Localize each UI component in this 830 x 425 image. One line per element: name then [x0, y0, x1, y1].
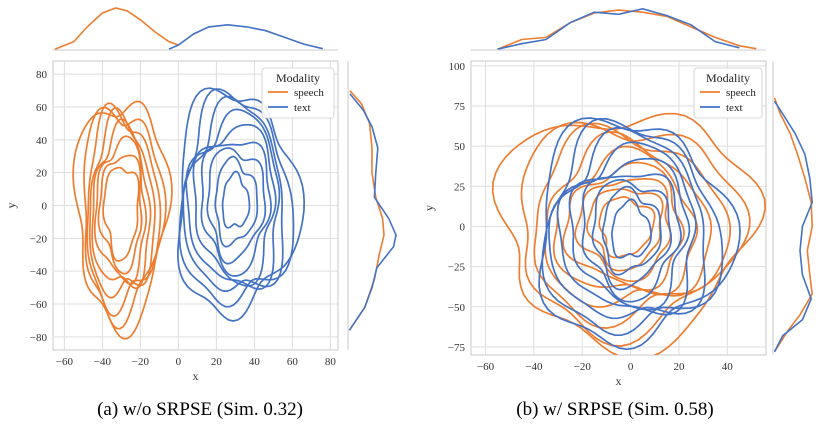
- contour-speech: [97, 154, 143, 275]
- contour-text: [192, 123, 277, 287]
- y-tick-label: −50: [448, 302, 466, 314]
- contour-text: [182, 95, 284, 292]
- legend-label-text: text: [726, 102, 743, 114]
- marginal-x-text: [497, 7, 740, 50]
- y-tick-label: −80: [30, 332, 48, 344]
- contour-speech: [83, 106, 167, 330]
- contour-text: [548, 127, 706, 320]
- contour-speech: [72, 100, 173, 340]
- panel-caption: (b) w/ SRPSE (Sim. 0.58): [516, 399, 713, 420]
- x-tick-label: −40: [94, 356, 112, 368]
- x-tick-label: 80: [325, 356, 337, 368]
- y-tick-label: −60: [30, 299, 48, 311]
- contour-text: [591, 178, 673, 291]
- contour-text: [221, 170, 251, 229]
- x-tick-label: −60: [477, 361, 495, 373]
- contour-speech: [520, 121, 751, 347]
- contour-speech: [491, 112, 766, 355]
- marginal-y-text: [773, 100, 814, 353]
- marginal-y-speech: [348, 90, 385, 331]
- contour-speech: [574, 177, 672, 283]
- marginal-y: [772, 61, 814, 355]
- contour-text: [206, 147, 267, 265]
- y-tick-label: −20: [30, 233, 48, 245]
- x-tick-label: 0: [176, 356, 182, 368]
- contour-text: [200, 141, 272, 277]
- y-tick-label: −40: [30, 266, 48, 278]
- contour-text: [556, 141, 697, 316]
- contour-speech: [93, 135, 148, 286]
- contour-text: [601, 185, 662, 276]
- y-tick-label: 100: [449, 61, 466, 73]
- y-tick-label: 25: [454, 181, 466, 193]
- marginal-x: [53, 7, 338, 51]
- y-tick-label: −25: [448, 262, 466, 274]
- x-tick-label: −60: [56, 356, 74, 368]
- legend-label-speech: speech: [726, 87, 756, 99]
- y-axis-label: y: [4, 203, 18, 209]
- panel-a: −60 −40 −20 0 20 40 60 80 −80 −60 −40 −20 0 20 40 60 80 x…: [4, 7, 397, 420]
- contour-text: [541, 117, 724, 337]
- x-tick-label: −20: [574, 361, 592, 373]
- y-tick-label: −75: [448, 342, 466, 354]
- legend: Modality speech text: [261, 67, 335, 119]
- contour-speech: [562, 161, 685, 291]
- x-axis-label: x: [193, 369, 199, 383]
- legend: Modality speech text: [693, 67, 763, 119]
- marginal-y: [347, 61, 397, 350]
- series-speech-contours: [491, 112, 766, 355]
- x-tick-label: 20: [211, 356, 223, 368]
- x-tick-label: 20: [673, 361, 685, 373]
- contour-layer: [491, 112, 766, 355]
- x-tick-label: −20: [132, 356, 150, 368]
- contour-text: [611, 198, 652, 259]
- legend-title: Modality: [706, 71, 750, 85]
- legend-label-text: text: [294, 102, 311, 114]
- contour-speech: [586, 188, 664, 272]
- marginal-y-text: [348, 93, 397, 331]
- x-tick-label: 40: [722, 361, 734, 373]
- x-tick-label: 60: [287, 356, 299, 368]
- y-tick-label: 60: [36, 102, 48, 114]
- legend-box: [261, 67, 335, 119]
- contour-text: [568, 157, 691, 311]
- marginal-x-speech: [54, 7, 179, 50]
- marginal-x: [471, 7, 766, 51]
- contour-speech: [552, 145, 699, 296]
- legend-title: Modality: [276, 71, 320, 85]
- legend-label-speech: speech: [294, 87, 324, 99]
- marginal-y-speech: [773, 97, 814, 353]
- marginal-x-speech: [497, 9, 757, 50]
- contour-text: [214, 155, 259, 248]
- contour-text: [185, 108, 281, 290]
- y-tick-label: 75: [454, 101, 466, 113]
- y-axis-label: y: [422, 205, 436, 211]
- contour-speech: [86, 102, 162, 318]
- series-text-contours: [538, 117, 741, 351]
- y-tick-label: 0: [42, 201, 48, 213]
- marginal-x-text: [168, 23, 323, 50]
- y-tick-label: 40: [36, 135, 48, 147]
- x-tick-label: 0: [628, 361, 634, 373]
- y-tick-label: 80: [36, 69, 48, 81]
- panel-b: −60 −40 −20 0 20 40 −75 −50 −25 0 25 50 75 100 x y Modal…: [422, 7, 814, 420]
- x-axis-label: x: [616, 374, 622, 388]
- legend-box: [693, 67, 763, 119]
- y-tick-label: 50: [454, 141, 466, 153]
- series-speech-contours: [72, 100, 173, 340]
- panel-caption: (a) w/o SRPSE (Sim. 0.32): [97, 399, 303, 420]
- x-tick-label: −40: [525, 361, 543, 373]
- x-tick-label: 40: [249, 356, 261, 368]
- y-tick-label: 0: [460, 221, 466, 233]
- contour-text: [581, 173, 682, 303]
- contour-speech: [91, 118, 152, 290]
- contour-speech: [102, 166, 140, 262]
- y-tick-label: 20: [36, 168, 48, 180]
